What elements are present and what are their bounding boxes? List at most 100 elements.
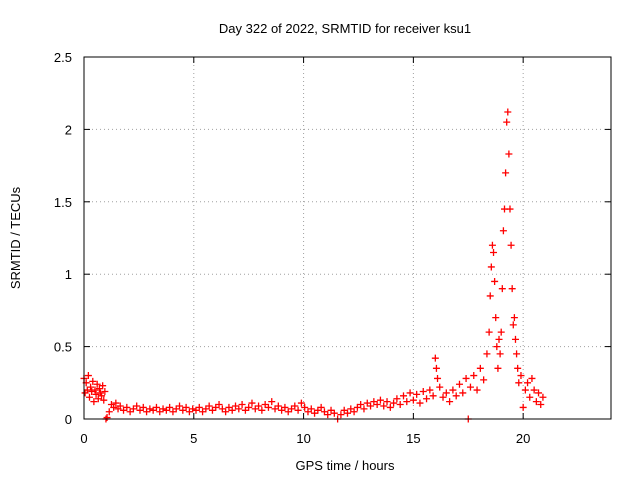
data-point-marker xyxy=(307,405,315,413)
data-point-marker xyxy=(100,396,108,404)
data-point-marker xyxy=(116,402,124,410)
data-point-marker xyxy=(133,402,141,410)
data-point-marker xyxy=(509,321,517,329)
data-point-marker xyxy=(390,399,398,407)
data-point-marker xyxy=(344,409,351,417)
data-point-marker xyxy=(222,408,230,416)
data-point-marker xyxy=(383,398,391,406)
data-point-marker xyxy=(426,386,434,394)
data-point-marker xyxy=(215,401,223,409)
data-point-marker xyxy=(431,354,439,362)
data-point-marker xyxy=(494,364,502,372)
data-point-marker xyxy=(274,402,282,410)
data-point-marker xyxy=(88,387,96,395)
data-point-marker xyxy=(281,403,289,411)
y-tick-label: 1.5 xyxy=(54,195,72,210)
x-tick-label: 20 xyxy=(516,431,530,446)
data-point-marker xyxy=(99,382,107,390)
data-point-marker xyxy=(466,383,474,391)
data-point-marker xyxy=(406,389,414,397)
data-point-marker xyxy=(189,405,197,413)
chart-title: Day 322 of 2022, SRMTID for receiver ksu… xyxy=(219,21,471,36)
data-point-marker xyxy=(429,392,437,400)
data-point-marker xyxy=(110,403,118,411)
data-point-marker xyxy=(510,314,518,322)
data-point-marker xyxy=(85,393,93,401)
data-point-marker xyxy=(503,118,511,126)
data-point-marker xyxy=(485,328,493,336)
data-point-marker xyxy=(513,350,521,358)
data-point-marker xyxy=(491,277,499,285)
data-point-marker xyxy=(488,241,496,249)
data-point-marker xyxy=(235,405,243,413)
data-point-marker xyxy=(504,108,512,116)
data-point-marker xyxy=(228,406,236,414)
data-point-marker xyxy=(502,169,510,177)
data-point-marker xyxy=(238,401,246,409)
plot-area-frame xyxy=(83,56,612,420)
data-point-marker xyxy=(376,396,384,404)
data-point-marker xyxy=(386,403,394,411)
data-point-marker xyxy=(459,389,467,397)
data-point-marker xyxy=(360,405,368,413)
data-point-marker xyxy=(508,285,516,293)
data-point-marker xyxy=(442,389,450,397)
data-point-marker xyxy=(517,372,525,380)
data-point-marker xyxy=(496,350,504,358)
y-tick-label: 1 xyxy=(65,267,72,282)
data-point-marker xyxy=(480,376,488,384)
data-point-marker xyxy=(446,398,454,406)
data-point-marker xyxy=(403,398,411,406)
data-point-marker xyxy=(90,398,98,406)
data-point-marker xyxy=(393,395,401,403)
data-point-marker xyxy=(432,364,440,372)
data-point-marker xyxy=(419,387,427,395)
y-axis-label: SRMTID / TECUs xyxy=(8,186,23,289)
data-point-marker xyxy=(487,263,495,271)
data-point-marker xyxy=(530,386,538,394)
data-point-marker xyxy=(195,403,203,411)
x-tick-label: 0 xyxy=(80,431,87,446)
data-point-marker xyxy=(521,386,529,394)
data-point-marker xyxy=(399,392,407,400)
data-point-marker xyxy=(330,409,338,417)
data-point-marker xyxy=(498,285,506,293)
data-point-marker xyxy=(317,403,325,411)
data-point-marker xyxy=(486,292,494,300)
data-point-marker xyxy=(499,227,507,235)
data-point-marker xyxy=(291,402,299,410)
y-tick-label: 0.5 xyxy=(54,340,72,355)
data-point-marker xyxy=(373,401,381,409)
data-point-marker xyxy=(350,408,358,416)
data-point-marker xyxy=(297,399,305,407)
data-point-marker xyxy=(152,403,160,411)
data-point-marker xyxy=(462,374,470,382)
data-point-marker xyxy=(515,379,523,387)
data-point-marker xyxy=(176,402,184,410)
data-point-marker xyxy=(473,386,481,394)
data-point-marker xyxy=(205,402,213,410)
data-point-marker xyxy=(449,386,457,394)
data-point-marker xyxy=(495,335,503,343)
data-point-marker xyxy=(416,399,424,407)
data-point-marker xyxy=(452,392,460,400)
data-point-marker xyxy=(439,393,447,401)
x-tick-label: 15 xyxy=(406,431,420,446)
data-point-marker xyxy=(539,393,547,401)
data-point-marker xyxy=(139,403,147,411)
y-tick-label: 2.5 xyxy=(54,50,72,65)
data-point-marker xyxy=(526,393,534,401)
data-point-marker xyxy=(268,398,276,406)
data-point-marker xyxy=(159,405,167,413)
data-point-marker xyxy=(324,411,332,419)
data-point-marker xyxy=(483,350,491,358)
data-point-marker xyxy=(409,396,417,404)
data-point-marker xyxy=(123,403,131,411)
axis-ticks: 0 5 10 15 20 0 0.5 1 1.5 2 2.5 xyxy=(54,50,611,446)
data-point-marker xyxy=(112,399,120,407)
data-points xyxy=(80,108,547,423)
data-point-marker xyxy=(294,406,302,414)
x-tick-label: 5 xyxy=(190,431,197,446)
data-point-marker xyxy=(507,241,515,249)
